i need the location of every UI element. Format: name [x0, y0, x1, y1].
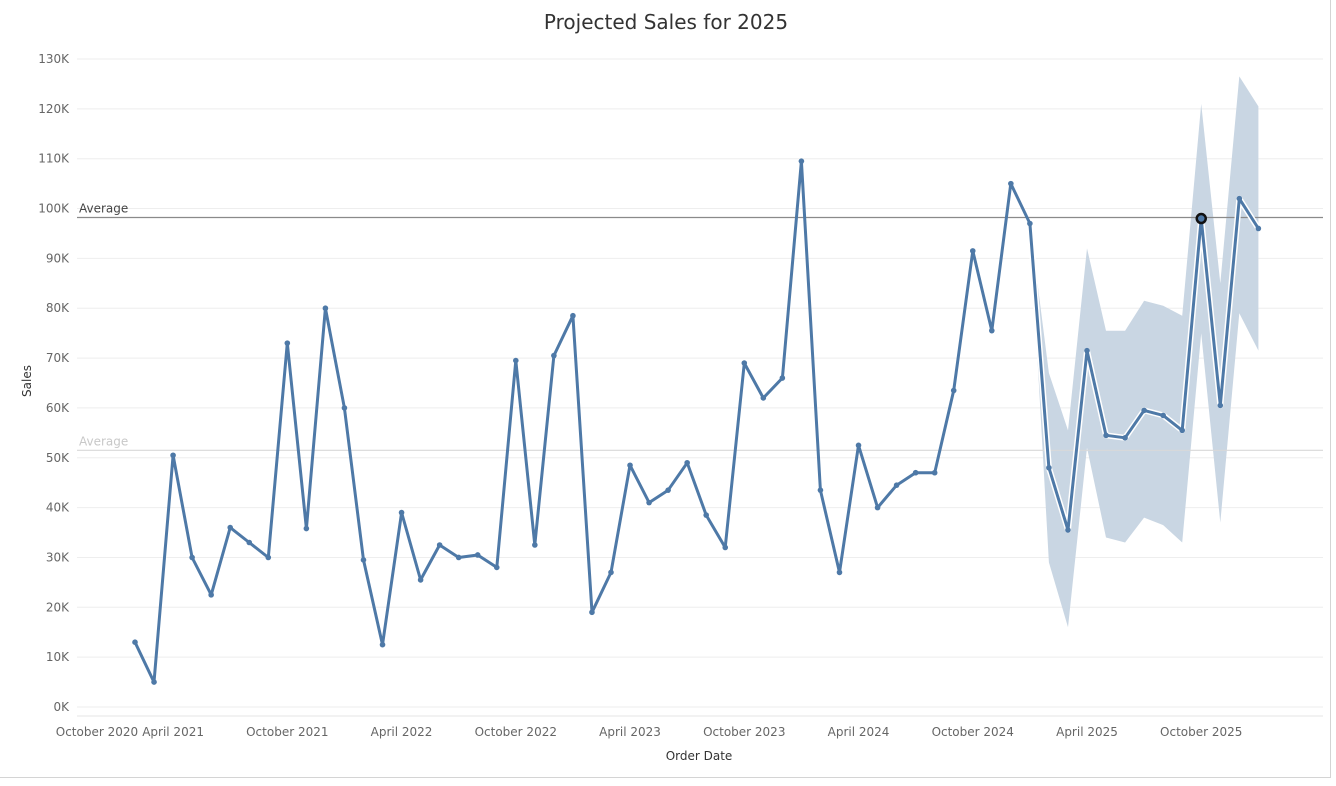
x-tick-label: April 2025	[1056, 725, 1118, 739]
data-point[interactable]	[646, 499, 652, 506]
data-point[interactable]	[284, 340, 291, 346]
data-point[interactable]	[360, 557, 367, 563]
data-point[interactable]	[1008, 180, 1014, 187]
data-point[interactable]	[151, 679, 157, 685]
data-point[interactable]	[779, 375, 786, 381]
x-tick-label: October 2023	[703, 725, 785, 739]
highlighted-point[interactable]	[1195, 212, 1207, 225]
data-point[interactable]	[265, 554, 272, 561]
y-tick-label: 10K	[46, 650, 70, 664]
average-label: Average	[79, 202, 128, 216]
data-point[interactable]	[1027, 220, 1033, 227]
data-point[interactable]	[931, 469, 938, 476]
y-tick-label: 30K	[46, 550, 70, 564]
data-point[interactable]	[589, 609, 595, 616]
x-tick-label: October 2021	[246, 725, 328, 739]
average-label: Average	[79, 434, 128, 448]
data-point[interactable]	[227, 524, 233, 531]
data-point[interactable]	[170, 452, 176, 459]
data-point[interactable]	[1122, 435, 1128, 441]
data-point[interactable]	[417, 577, 424, 583]
y-tick-label: 130K	[38, 52, 70, 66]
data-point[interactable]	[798, 158, 805, 164]
data-point[interactable]	[627, 462, 633, 469]
data-point[interactable]	[570, 312, 576, 319]
y-tick-label: 80K	[46, 301, 70, 315]
data-point[interactable]	[703, 512, 709, 518]
data-point[interactable]	[1236, 195, 1243, 202]
data-point[interactable]	[817, 487, 824, 493]
x-tick-label: October 2022	[475, 725, 557, 739]
data-point[interactable]	[684, 459, 690, 466]
data-point[interactable]	[303, 525, 310, 532]
data-point[interactable]	[855, 442, 862, 449]
data-point[interactable]	[379, 641, 386, 648]
data-point[interactable]	[912, 469, 919, 476]
x-tick-label: October 2024	[932, 725, 1014, 739]
data-point[interactable]	[741, 360, 748, 366]
data-point[interactable]	[989, 327, 995, 334]
y-tick-label: 20K	[46, 600, 70, 614]
y-tick-label: 90K	[46, 251, 70, 265]
data-point[interactable]	[665, 487, 671, 493]
data-point[interactable]	[189, 554, 195, 561]
x-tick-label: April 2024	[828, 725, 890, 739]
data-point[interactable]	[608, 569, 614, 576]
y-tick-label: 60K	[46, 401, 70, 415]
data-point[interactable]	[474, 552, 481, 558]
x-tick-label: April 2022	[371, 725, 433, 739]
data-point[interactable]	[341, 405, 348, 411]
x-tick-label: October 2020	[56, 725, 138, 739]
data-point[interactable]	[436, 542, 443, 548]
y-tick-label: 50K	[46, 451, 70, 465]
data-point[interactable]	[760, 395, 767, 401]
data-point[interactable]	[874, 504, 881, 511]
y-tick-label: 0K	[53, 700, 70, 714]
data-point[interactable]	[132, 639, 138, 645]
data-point[interactable]	[1217, 402, 1224, 409]
data-point[interactable]	[1103, 432, 1109, 439]
data-point[interactable]	[969, 248, 976, 254]
x-tick-label: October 2025	[1160, 725, 1242, 739]
data-point[interactable]	[532, 542, 538, 548]
data-point[interactable]	[398, 509, 405, 516]
data-point[interactable]	[322, 305, 329, 312]
y-tick-label: 40K	[46, 501, 70, 515]
y-tick-label: 100K	[38, 202, 70, 216]
data-point[interactable]	[1046, 464, 1052, 471]
y-tick-label: 120K	[38, 102, 70, 116]
data-point[interactable]	[836, 569, 843, 576]
data-point[interactable]	[950, 387, 957, 394]
sales-line	[133, 159, 1260, 684]
chart-title: Projected Sales for 2025	[543, 10, 789, 34]
x-tick-label: April 2023	[599, 725, 661, 739]
y-axis-title: Sales	[20, 365, 34, 397]
y-tick-label: 110K	[38, 152, 70, 166]
data-point[interactable]	[551, 352, 557, 359]
data-point[interactable]	[1065, 527, 1071, 533]
data-point[interactable]	[455, 554, 462, 561]
data-point[interactable]	[722, 544, 729, 551]
x-axis-title: Order Date	[666, 749, 733, 763]
data-point[interactable]	[1141, 407, 1147, 414]
data-point[interactable]	[1160, 412, 1166, 419]
data-point[interactable]	[208, 592, 214, 598]
data-point[interactable]	[1084, 347, 1090, 354]
data-point[interactable]	[893, 482, 900, 488]
data-point[interactable]	[513, 357, 519, 364]
y-tick-label: 70K	[46, 351, 70, 365]
data-point[interactable]	[1179, 427, 1185, 434]
x-tick-label: April 2021	[142, 725, 204, 739]
data-point[interactable]	[493, 564, 500, 571]
data-point[interactable]	[246, 539, 253, 546]
data-point[interactable]	[1255, 225, 1262, 232]
